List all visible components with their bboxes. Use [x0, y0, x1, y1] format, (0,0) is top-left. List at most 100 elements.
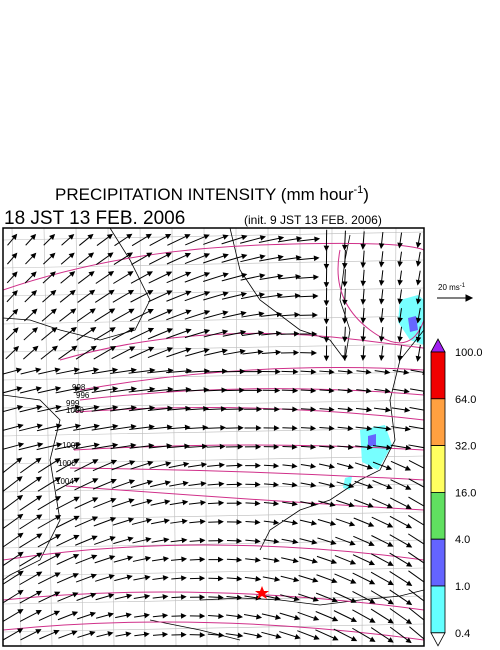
arrow-head [347, 444, 354, 450]
wind-arrow [333, 628, 358, 642]
arrow-head [222, 234, 229, 240]
lat-line [3, 371, 424, 381]
arrow-head [222, 291, 229, 297]
wind-arrow [131, 252, 153, 265]
wind-arrow [226, 594, 243, 601]
arrow-head [144, 593, 151, 600]
wind-arrow [169, 480, 189, 487]
arrow-head [199, 556, 206, 563]
wind-arrow [189, 594, 206, 600]
arrow-head [323, 263, 330, 270]
arrow-head [296, 236, 303, 242]
lat-line [3, 399, 424, 409]
arrow-head [108, 289, 115, 296]
wind-arrow [188, 500, 207, 506]
wind-arrow [352, 590, 376, 604]
wind-arrow [3, 386, 23, 394]
arrow-head [404, 425, 411, 432]
wind-arrow [3, 423, 24, 431]
arrow-head [90, 345, 97, 352]
arrow-head [425, 563, 431, 569]
arrow-head [366, 464, 373, 470]
arrow-head [17, 589, 24, 596]
wind-arrow [397, 308, 403, 324]
wind-arrow [19, 552, 43, 567]
arrow-head [109, 516, 117, 523]
arrow-shaft [408, 588, 424, 602]
wind-arrow [407, 533, 424, 545]
arrow-head [342, 318, 348, 324]
arrow-head [397, 317, 403, 324]
arrow-head [415, 317, 422, 324]
arrow-head [423, 466, 424, 472]
wind-arrow [19, 590, 43, 604]
wind-arrow [408, 478, 424, 488]
wind-arrow [207, 462, 225, 469]
arrow-head [368, 560, 376, 566]
arrow-head [275, 349, 282, 356]
isobar-label: 1000 [58, 459, 76, 468]
wind-arrow [184, 309, 211, 320]
wind-arrow [225, 632, 244, 639]
wind-arrow [6, 252, 18, 265]
arrow-head [130, 367, 137, 374]
arrow-head [295, 274, 302, 280]
arrow-head [143, 631, 150, 638]
arrow-head [112, 367, 119, 374]
arrow-head [54, 515, 62, 521]
wind-arrow [129, 424, 155, 431]
wind-arrow [371, 516, 394, 528]
wind-arrow [374, 388, 391, 394]
wind-arrow [341, 230, 348, 251]
wind-arrow [19, 423, 43, 432]
wind-arrow [152, 631, 169, 638]
wind-arrow [258, 235, 285, 244]
arrow-head [17, 532, 24, 539]
arrow-head [130, 442, 137, 449]
colorbar: 100.0 64.0 32.0 16.0 4.0 1.0 0.4 [430, 338, 483, 647]
arrow-head [182, 480, 189, 487]
arrow-head [255, 462, 261, 469]
lat-line [3, 315, 424, 325]
wind-arrow [188, 481, 207, 487]
wind-arrow [77, 289, 96, 303]
arrow-head [378, 280, 385, 286]
wind-arrow [372, 461, 393, 471]
arrow-head [184, 252, 192, 259]
wind-arrow [95, 593, 115, 601]
arrow-head [184, 443, 191, 450]
wind-arrow [3, 367, 23, 375]
wind-arrow [221, 234, 248, 245]
title-close: ) [363, 185, 369, 204]
wind-arrow [76, 308, 96, 322]
arrow-head [329, 444, 335, 450]
wind-arrow [113, 536, 134, 545]
colorbar-label: 16.0 [455, 487, 476, 499]
wind-arrow [36, 442, 63, 451]
arrow-head [69, 289, 76, 296]
arrow-head [107, 271, 115, 277]
arrow-head [311, 331, 318, 337]
arrow-head [36, 571, 43, 577]
arrow-head [181, 537, 188, 544]
wind-arrow [297, 255, 320, 262]
arrow-head [342, 355, 348, 361]
wind-arrow [225, 425, 244, 431]
wind-arrow [352, 554, 376, 566]
wind-arrow [337, 406, 354, 413]
wind-arrow [336, 462, 354, 470]
reference-label: 20 ms-1 [438, 283, 466, 292]
arrow-head [144, 574, 151, 581]
arrow-head [110, 459, 118, 465]
arrow-head [273, 557, 280, 563]
wind-arrow [281, 368, 299, 375]
arrow-head [292, 425, 298, 431]
wind-arrow [318, 500, 336, 507]
arrow-head [386, 444, 393, 451]
wind-arrow [282, 425, 298, 431]
wind-arrow [259, 254, 284, 262]
wind-arrow [355, 406, 373, 413]
wind-arrow [415, 232, 422, 249]
wind-arrow [408, 588, 424, 602]
